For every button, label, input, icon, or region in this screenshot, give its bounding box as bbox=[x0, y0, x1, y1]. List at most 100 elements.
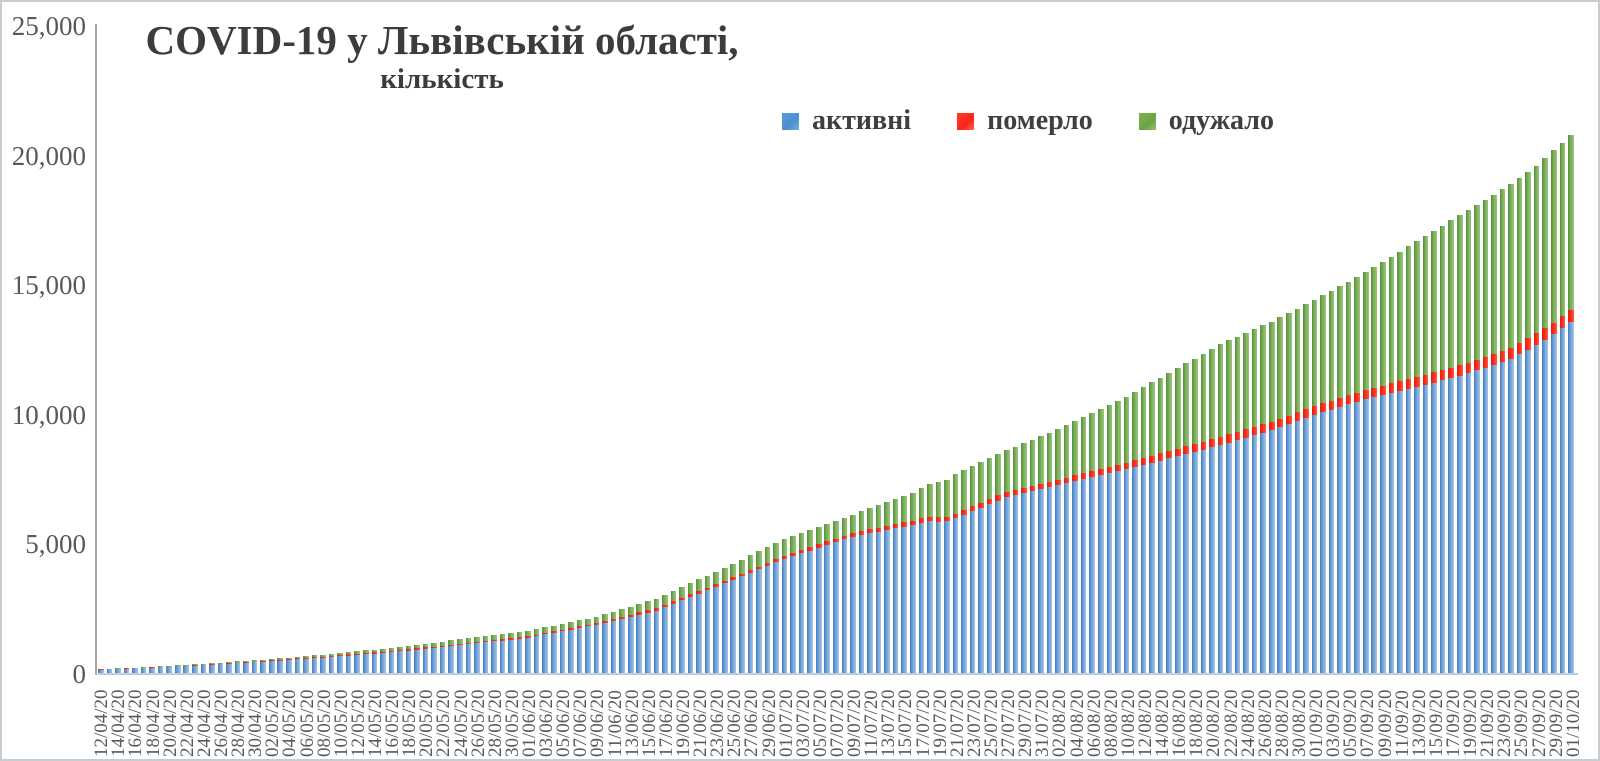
bar-column bbox=[918, 26, 928, 674]
bar-recovered-segment bbox=[764, 547, 771, 563]
bar-died-segment bbox=[798, 550, 805, 554]
bar-died-segment bbox=[1012, 489, 1019, 496]
bar-died-segment bbox=[1345, 395, 1352, 405]
bar-died-segment bbox=[687, 594, 694, 597]
bar-died-segment bbox=[764, 562, 771, 566]
bar-column bbox=[1003, 26, 1013, 674]
bar-active-segment bbox=[739, 576, 745, 674]
bar-column bbox=[1183, 26, 1192, 674]
bar-recovered-segment bbox=[576, 620, 583, 627]
bar-died-segment bbox=[371, 652, 378, 654]
bar-active-segment bbox=[533, 636, 540, 674]
bar-recovered-segment bbox=[1345, 281, 1352, 396]
bar-active-segment bbox=[115, 668, 121, 674]
bar-recovered-segment bbox=[1132, 391, 1138, 461]
bar-column bbox=[1029, 26, 1039, 674]
bar-column bbox=[388, 26, 398, 674]
bar-died-segment bbox=[294, 658, 301, 660]
bar-active-segment bbox=[448, 646, 455, 674]
bar-column bbox=[234, 26, 244, 674]
bar-active-segment bbox=[1482, 367, 1489, 674]
bar-column bbox=[115, 26, 124, 674]
bar-recovered-segment bbox=[1414, 241, 1420, 378]
bar-recovered-segment bbox=[380, 648, 386, 652]
bar-column bbox=[1080, 26, 1090, 674]
bar-active-segment bbox=[619, 618, 625, 674]
bar-column bbox=[585, 26, 594, 674]
bar-column bbox=[1559, 26, 1569, 674]
bar-column bbox=[602, 26, 611, 674]
bar-died-segment bbox=[1166, 451, 1172, 459]
bar-column bbox=[345, 26, 355, 674]
bar-recovered-segment bbox=[533, 629, 540, 635]
bar-active-segment bbox=[354, 654, 360, 674]
bar-active-segment bbox=[1508, 359, 1514, 674]
bar-column bbox=[1140, 26, 1150, 674]
bar-active-segment bbox=[1559, 328, 1566, 674]
bar-died-segment bbox=[670, 601, 677, 604]
bar-column bbox=[286, 26, 295, 674]
bar-active-segment bbox=[1174, 456, 1181, 674]
bar-recovered-segment bbox=[704, 575, 711, 588]
bar-recovered-segment bbox=[1482, 199, 1489, 357]
bar-died-segment bbox=[1380, 385, 1386, 396]
bar-recovered-segment bbox=[1243, 332, 1249, 430]
bar-active-segment bbox=[1115, 471, 1121, 674]
bar-died-segment bbox=[978, 502, 984, 508]
bar-died-segment bbox=[226, 663, 232, 664]
bar-active-segment bbox=[106, 669, 113, 674]
bar-active-segment bbox=[1499, 361, 1506, 674]
bar-died-segment bbox=[747, 570, 754, 573]
bar-died-segment bbox=[1029, 485, 1036, 492]
bar-active-segment bbox=[781, 558, 788, 674]
bar-column bbox=[764, 26, 774, 674]
bar-column bbox=[747, 26, 757, 674]
bar-column bbox=[619, 26, 628, 674]
bar-recovered-segment bbox=[200, 663, 207, 665]
bar-recovered-segment bbox=[1405, 246, 1412, 380]
bar-recovered-segment bbox=[303, 656, 309, 658]
bar-died-segment bbox=[277, 659, 284, 661]
bar-recovered-segment bbox=[166, 665, 172, 667]
bar-recovered-segment bbox=[1525, 172, 1531, 339]
bar-active-segment bbox=[1533, 344, 1540, 674]
bar-column bbox=[431, 26, 440, 674]
bar-died-segment bbox=[1192, 444, 1198, 452]
bar-recovered-segment bbox=[627, 606, 634, 615]
bar-died-segment bbox=[1115, 464, 1121, 472]
bar-died-segment bbox=[1405, 379, 1412, 390]
bar-recovered-segment bbox=[1354, 276, 1360, 393]
bar-recovered-segment bbox=[491, 635, 497, 640]
bar-died-segment bbox=[909, 520, 916, 525]
bar-column bbox=[1200, 26, 1210, 674]
bar-column bbox=[217, 26, 227, 674]
bar-recovered-segment bbox=[431, 642, 437, 647]
bar-column bbox=[1106, 26, 1116, 674]
bar-active-segment bbox=[1414, 387, 1420, 674]
bar-column bbox=[730, 26, 739, 674]
bar-active-segment bbox=[243, 662, 249, 674]
bar-active-segment bbox=[602, 622, 608, 674]
bar-column bbox=[157, 26, 167, 674]
active-swatch-icon bbox=[782, 112, 799, 130]
bar-recovered-segment bbox=[474, 637, 480, 642]
bar-active-segment bbox=[961, 514, 967, 674]
bar-active-segment bbox=[1003, 496, 1010, 674]
bar-died-segment bbox=[1414, 377, 1420, 388]
bar-died-segment bbox=[1055, 479, 1061, 486]
bar-active-segment bbox=[995, 500, 1002, 674]
bar-column bbox=[1260, 26, 1269, 674]
bar-active-segment bbox=[867, 533, 873, 674]
bar-column bbox=[969, 26, 979, 674]
bar-column bbox=[251, 26, 261, 674]
bar-recovered-segment bbox=[1089, 412, 1096, 472]
bar-active-segment bbox=[1550, 334, 1557, 674]
bar-recovered-segment bbox=[234, 661, 241, 663]
bar-recovered-segment bbox=[525, 631, 531, 637]
bar-active-segment bbox=[662, 607, 668, 674]
bar-recovered-segment bbox=[508, 633, 514, 639]
bar-active-segment bbox=[1217, 445, 1224, 674]
bar-died-segment bbox=[550, 631, 557, 633]
bar-active-segment bbox=[405, 650, 412, 674]
bar-died-segment bbox=[918, 518, 925, 523]
